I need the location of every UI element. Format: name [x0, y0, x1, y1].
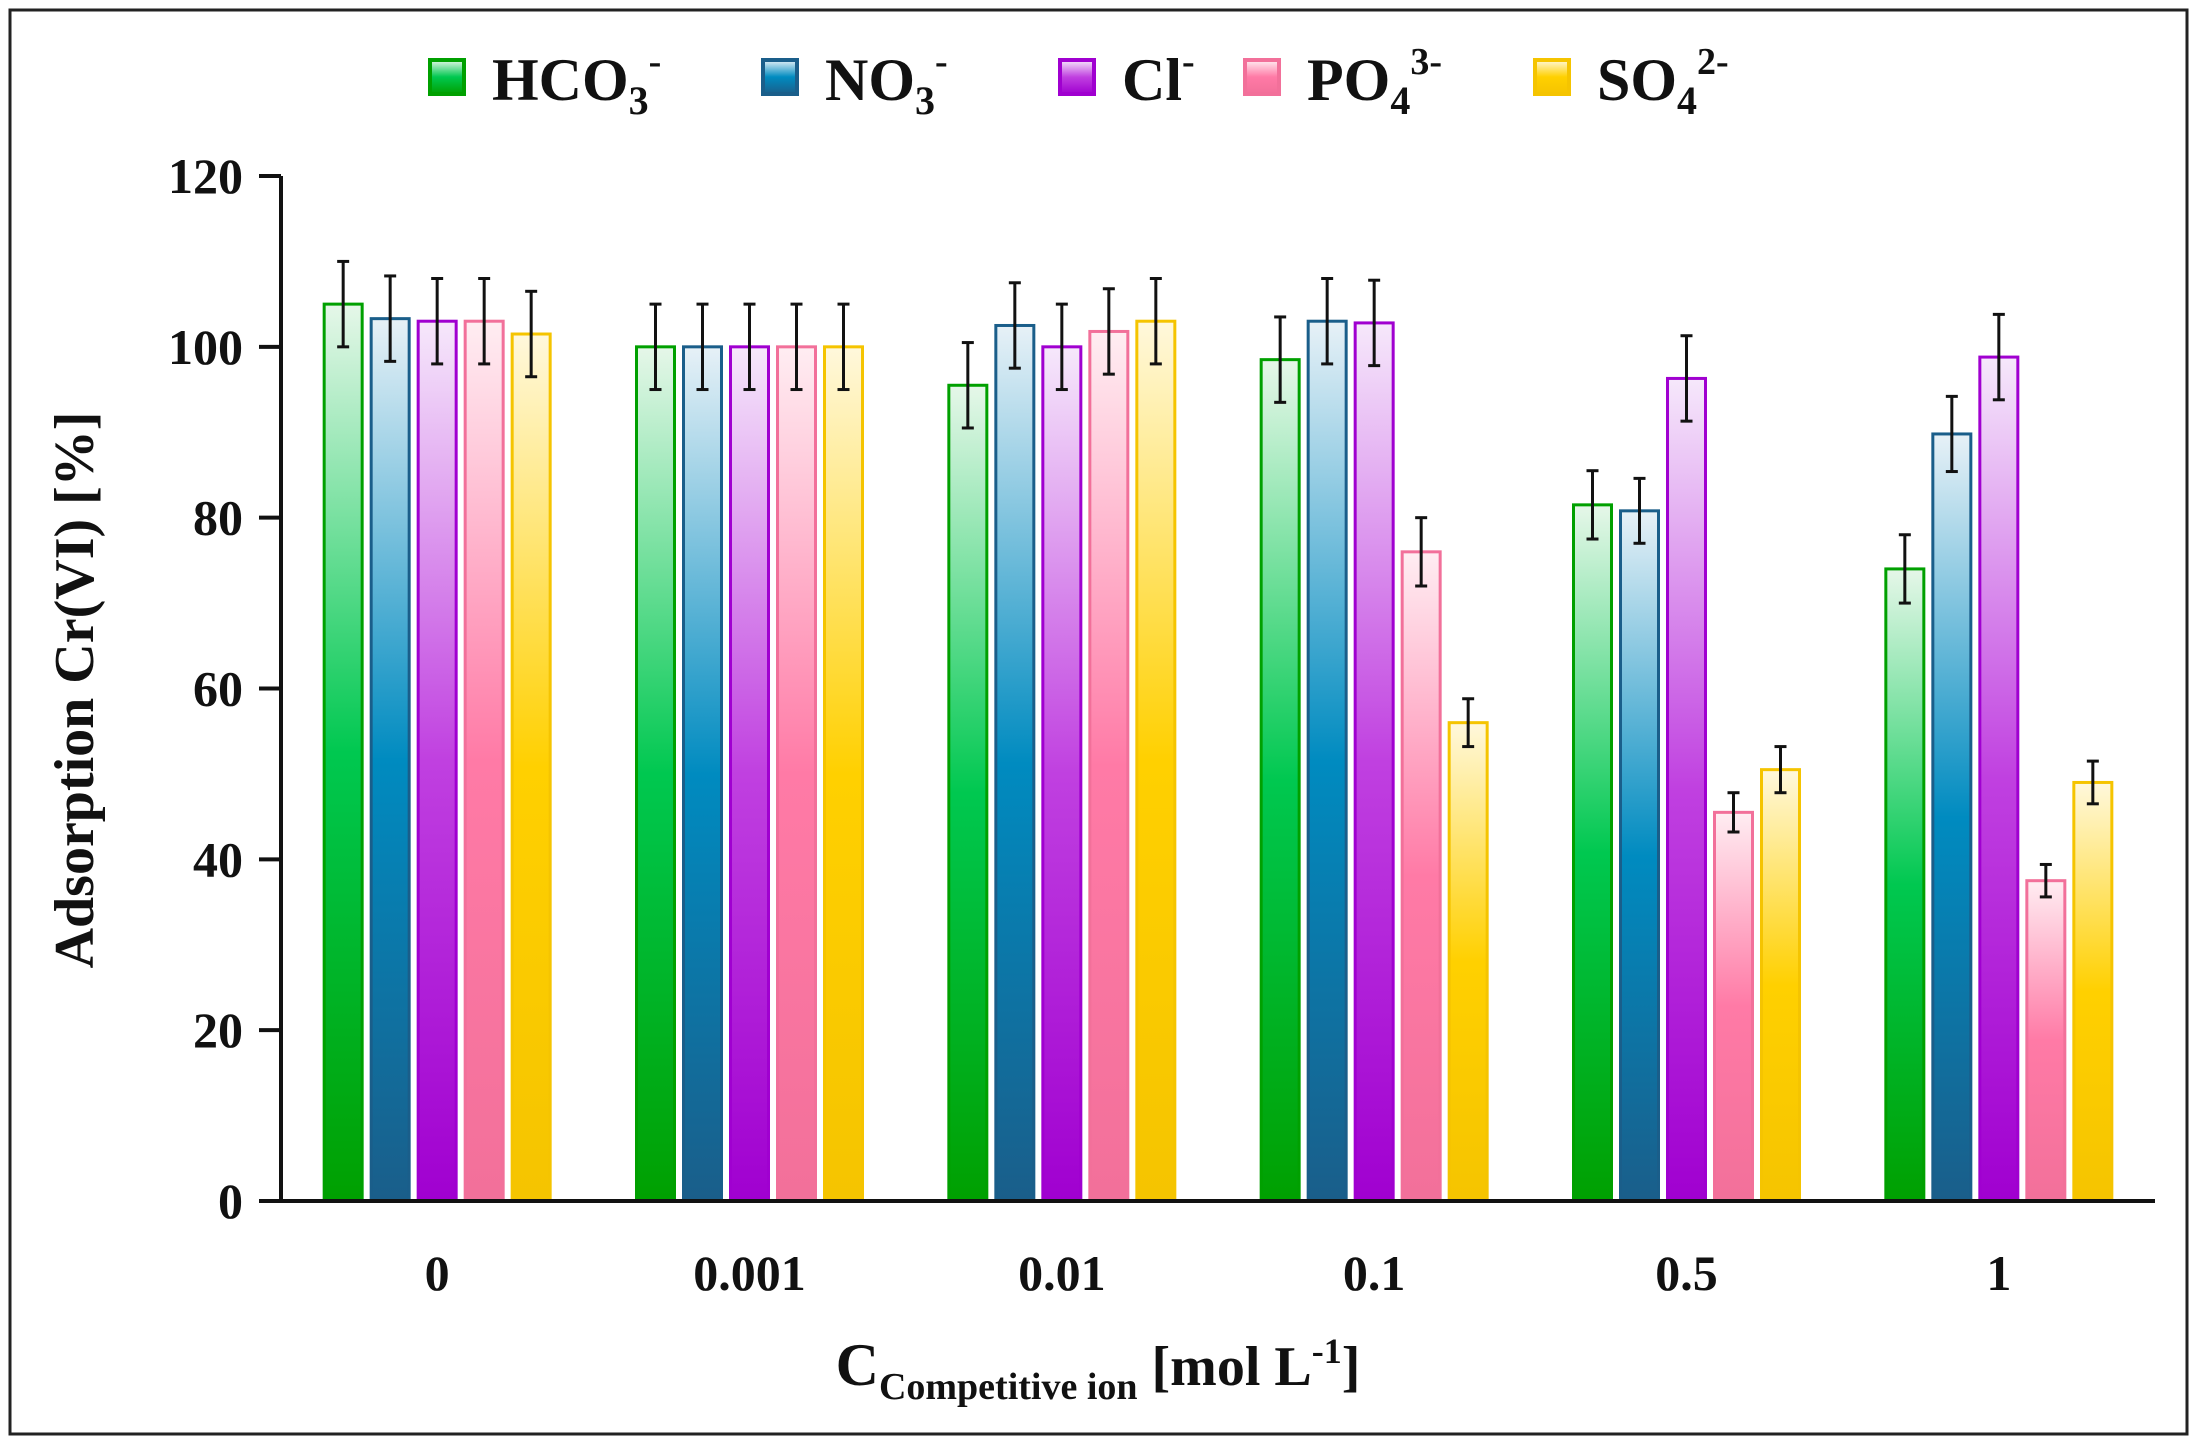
- legend-swatch: [428, 58, 466, 96]
- x-tick-label: 0.001: [693, 1245, 806, 1301]
- bar-NO3--0.001: [682, 345, 723, 1203]
- legend-swatch: [1058, 58, 1096, 96]
- legend: HCO3- NO3- Cl- PO43- SO42-: [428, 41, 1729, 123]
- bar-Cl--0.001: [729, 345, 770, 1203]
- error-bar-SO42--0.01: [1149, 277, 1162, 366]
- bar-SO42--0.001: [823, 345, 864, 1203]
- legend-item-PO43-: PO43-: [1243, 41, 1442, 123]
- bar-Cl--0.01: [1041, 345, 1083, 1203]
- bar-HCO3--0.01: [947, 383, 989, 1203]
- bar-Cl--1: [1978, 355, 2020, 1203]
- legend-swatch: [1243, 58, 1281, 96]
- bar-NO3--0.01: [994, 323, 1036, 1203]
- y-tick-label: 20: [193, 1002, 243, 1058]
- error-bar-HCO3--0.1: [1274, 315, 1287, 404]
- legend-label: SO42-: [1597, 41, 1729, 123]
- x-tick-label: 1: [1986, 1245, 2011, 1301]
- bar-SO42--0.1: [1447, 721, 1489, 1203]
- bar-PO43--0.1: [1400, 550, 1442, 1203]
- error-bars: [337, 259, 2099, 899]
- bar-PO43--0.5: [1713, 810, 1754, 1203]
- error-bar-NO3--1: [1945, 394, 1958, 474]
- bar-PO43--0.01: [1088, 329, 1130, 1203]
- x-axis-title: CCompetitive ion [mol L-1]: [836, 1331, 1361, 1408]
- bar-NO3--0.1: [1306, 319, 1348, 1203]
- error-bar-NO3--0: [384, 274, 397, 363]
- error-bar-SO42--0.5: [1774, 745, 1787, 795]
- bar-Cl--0: [416, 319, 458, 1203]
- error-bar-PO43--0.01: [1102, 287, 1115, 376]
- legend-item-SO42-: SO42-: [1533, 41, 1729, 123]
- bar-NO3--1: [1931, 432, 1973, 1203]
- bar-HCO3--1: [1884, 567, 1926, 1203]
- error-bar-NO3--0.01: [1008, 281, 1021, 370]
- y-tick-label: 100: [168, 319, 243, 375]
- axes: [259, 174, 2155, 1203]
- legend-label: Cl-: [1122, 41, 1195, 113]
- legend-item-Cl-: Cl-: [1058, 41, 1195, 113]
- error-bar-Cl--1: [1992, 312, 2005, 402]
- error-bar-PO43--0.5: [1727, 791, 1740, 834]
- y-tick-label: 80: [193, 490, 243, 546]
- bar-HCO3--0: [322, 302, 364, 1203]
- bar-NO3--0.5: [1619, 509, 1660, 1203]
- bar-Cl--0.5: [1666, 376, 1707, 1203]
- error-bar-Cl--0.001: [743, 302, 756, 392]
- y-tick-label: 0: [218, 1173, 243, 1229]
- error-bar-HCO3--1: [1898, 533, 1911, 605]
- error-bar-HCO3--0.01: [961, 341, 974, 430]
- bar-HCO3--0.5: [1572, 503, 1613, 1203]
- error-bar-HCO3--0.5: [1586, 469, 1599, 541]
- bar-HCO3--0.1: [1259, 358, 1301, 1203]
- error-bar-SO42--0.1: [1462, 697, 1475, 749]
- y-tick-label: 40: [193, 831, 243, 887]
- error-bar-Cl--0.01: [1055, 302, 1068, 392]
- bar-Cl--0.1: [1353, 321, 1395, 1203]
- error-bar-Cl--0.5: [1680, 334, 1693, 423]
- x-tick-label: 0: [425, 1245, 450, 1301]
- x-tick-label: 0.01: [1018, 1245, 1106, 1301]
- error-bar-SO42--0: [525, 289, 538, 379]
- error-bar-SO42--1: [2086, 759, 2099, 806]
- error-bar-NO3--0.001: [696, 302, 709, 392]
- bar-SO42--0.5: [1760, 768, 1801, 1203]
- legend-swatch: [761, 58, 799, 96]
- error-bar-Cl--0: [431, 277, 444, 366]
- error-bar-PO43--0: [478, 277, 491, 366]
- x-tick-label: 0.5: [1655, 1245, 1718, 1301]
- bar-SO42--0.01: [1135, 319, 1177, 1203]
- error-bar-NO3--0.5: [1633, 476, 1646, 545]
- error-bar-NO3--0.1: [1321, 277, 1334, 366]
- error-bar-SO42--0.001: [837, 302, 850, 392]
- y-axis-title: Adsorption Cr(VI) [%]: [44, 412, 106, 969]
- legend-swatch: [1533, 58, 1571, 96]
- bar-PO43--1: [2025, 879, 2067, 1203]
- bar-HCO3--0.001: [635, 345, 676, 1203]
- bar-SO42--1: [2072, 780, 2114, 1203]
- error-bar-PO43--0.1: [1415, 516, 1428, 588]
- axis-labels: 0 20 40 60 80 100 120 0 0.001 0.01 0.1 0.5 1 Adsorpti…: [44, 148, 2011, 1408]
- legend-item-HCO3-: HCO3-: [428, 41, 661, 123]
- error-bar-PO43--0.001: [790, 302, 803, 392]
- error-bar-HCO3--0: [337, 259, 350, 349]
- legend-label: PO43-: [1307, 41, 1442, 123]
- y-tick-label: 120: [168, 148, 243, 204]
- bar-SO42--0: [510, 332, 552, 1203]
- bar-NO3--0: [369, 317, 411, 1203]
- legend-label: HCO3-: [492, 41, 661, 123]
- legend-item-NO3-: NO3-: [761, 41, 948, 123]
- bar-PO43--0.001: [776, 345, 817, 1203]
- error-bar-PO43--1: [2039, 862, 2052, 899]
- y-tick-label: 60: [193, 661, 243, 717]
- error-bar-HCO3--0.001: [649, 302, 662, 392]
- x-tick-label: 0.1: [1343, 1245, 1406, 1301]
- legend-label: NO3-: [825, 41, 948, 123]
- bar-PO43--0: [463, 319, 505, 1203]
- error-bar-Cl--0.1: [1368, 278, 1381, 368]
